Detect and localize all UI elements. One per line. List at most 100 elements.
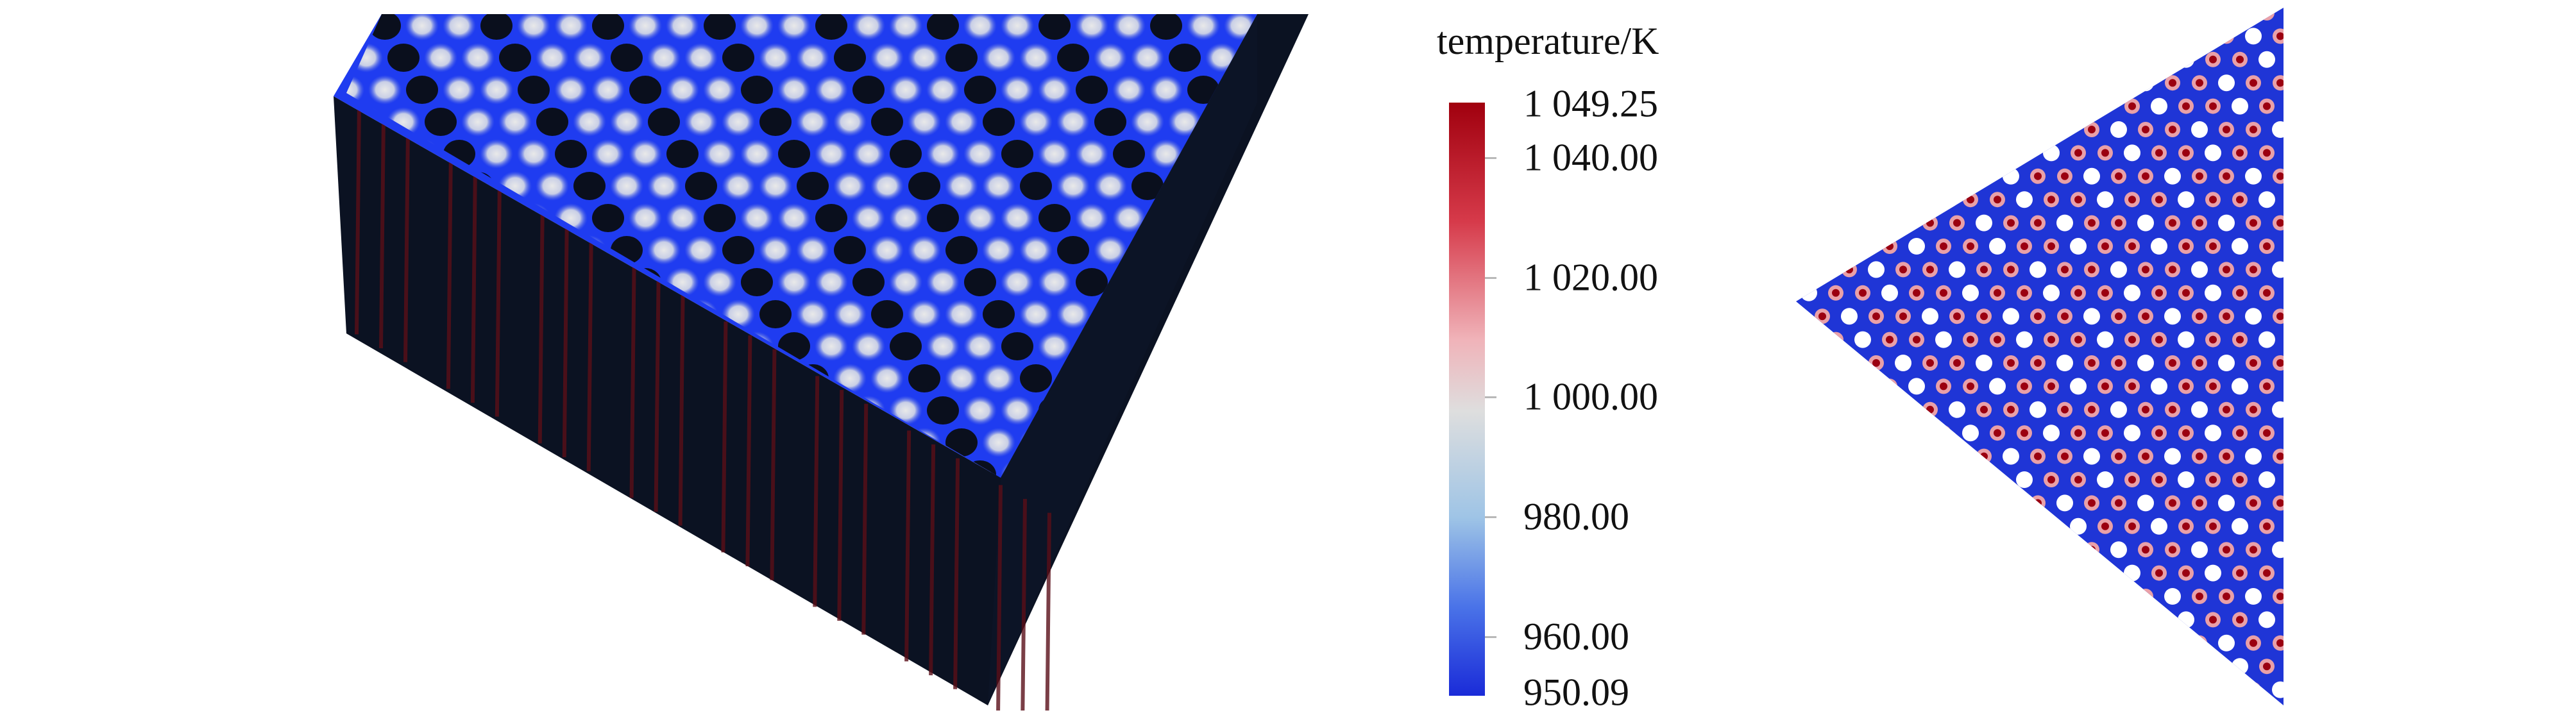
fuel-pin — [480, 75, 513, 105]
coolant-hole — [685, 0, 717, 8]
temperature-stripe — [1045, 512, 1051, 711]
coolant-hole — [704, 204, 736, 232]
coolant-hole — [90, 492, 122, 521]
fuel-pin — [1868, 448, 1884, 464]
fuel-pin-hotspot — [1796, 639, 1799, 647]
coolant-hole — [2083, 448, 2100, 465]
fuel-pin — [1828, 612, 1843, 628]
coolant-hole — [1796, 121, 1804, 138]
fuel-pin-hotspot — [2263, 289, 2271, 297]
fuel-pin — [889, 14, 922, 40]
fuel-pin-hotspot — [2155, 9, 2163, 17]
fuel-pin-hotspot — [1953, 593, 1961, 600]
fuel-pin — [1842, 75, 1857, 91]
coolant-hole — [1908, 238, 1925, 255]
fuel-pin-hotspot — [2169, 546, 2176, 554]
coolant-hole — [2043, 144, 2060, 162]
fuel-pin-hotspot — [2074, 476, 2082, 484]
fuel-pin-hotspot — [2142, 32, 2149, 40]
fuel-pin-hotspot — [2276, 499, 2284, 507]
coolant-hole — [983, 300, 1015, 328]
coolant-hole — [1854, 611, 1871, 628]
fuel-pin-hotspot — [2088, 265, 2096, 274]
coolant-hole — [2137, 214, 2154, 231]
fuel-pin — [108, 396, 141, 425]
fuel-pin-hotspot — [1994, 476, 2001, 484]
fuel-pin — [1882, 51, 1897, 67]
fuel-pin-hotspot — [2021, 662, 2028, 671]
fuel-pin — [1796, 495, 1803, 511]
coolant-hole — [1770, 168, 1777, 185]
coolant-hole — [2205, 8, 2221, 21]
coolant-hole — [2258, 191, 2275, 208]
coolant-hole — [239, 364, 271, 392]
fuel-pin — [2030, 75, 2046, 91]
coolant-hole — [1935, 331, 1952, 348]
temperature-stripe — [953, 458, 960, 689]
fuel-pin — [740, 14, 774, 40]
coolant-hole — [1922, 28, 1938, 45]
fuel-pin — [889, 267, 922, 297]
fuel-pin-hotspot — [1796, 499, 1799, 507]
fuel-pin — [777, 203, 811, 233]
fuel-pin-hotspot — [1770, 639, 1772, 647]
fuel-pin — [1056, 299, 1090, 329]
coolant-hole — [2218, 355, 2235, 371]
fuel-pin — [759, 235, 792, 265]
legend-max-label: 1 049.25 — [1523, 82, 1658, 125]
coolant-hole — [1935, 471, 1952, 488]
fuel-pin-hotspot — [1994, 196, 2001, 204]
coolant-hole — [146, 396, 178, 425]
coolant-hole — [1962, 705, 1979, 711]
fuel-pin-hotspot — [1994, 616, 2001, 624]
fuel-pin-hotspot — [1899, 452, 1907, 460]
fuel-pin-hotspot — [2236, 289, 2244, 297]
fuel-pin — [312, 428, 346, 457]
fuel-pin-hotspot — [1953, 639, 1961, 647]
fuel-pin — [2017, 705, 2032, 711]
fuel-pin-hotspot — [1845, 405, 1853, 414]
fuel-pin — [201, 364, 234, 393]
fuel-pin-hotspot — [1859, 382, 1867, 391]
legend-tick — [1485, 516, 1496, 518]
fuel-pin-hotspot — [2047, 242, 2055, 250]
fuel-pin — [1168, 364, 1201, 393]
fuel-pin-hotspot — [2088, 126, 2096, 133]
fuel-pin — [52, 492, 85, 521]
fuel-pin — [2111, 589, 2126, 604]
fuel-pin-hotspot — [2061, 686, 2069, 694]
coolant-hole — [2056, 634, 2073, 652]
fuel-pin — [1828, 192, 1843, 208]
fuel-pin — [963, 139, 997, 169]
coolant-hole — [2016, 471, 2033, 488]
fuel-pin — [591, 75, 625, 105]
coolant-hole — [350, 0, 382, 8]
fuel-pin-hotspot — [2034, 79, 2042, 87]
fuel-pin — [2151, 705, 2167, 711]
fuel-pin — [405, 14, 439, 40]
fuel-pin — [1075, 203, 1108, 233]
fuel-pin — [1909, 425, 1924, 441]
coolant-hole — [2232, 238, 2248, 255]
coolant-hole — [778, 140, 810, 168]
coolant-hole — [1895, 74, 1911, 92]
coolant-hole — [1949, 121, 1965, 138]
fuel-pin-hotspot — [1967, 616, 1974, 624]
fuel-pin-hotspot — [2142, 452, 2149, 460]
fuel-pin — [2030, 28, 2046, 44]
fuel-pin-hotspot — [1832, 196, 1840, 204]
fuel-pin — [1842, 355, 1857, 371]
fuel-pin-hotspot — [2196, 32, 2203, 40]
fuel-pin — [2003, 682, 2019, 698]
coolant-hole — [1076, 268, 1108, 296]
fuel-pin-hotspot — [2263, 9, 2271, 17]
fuel-pin — [1895, 122, 1911, 137]
coolant-hole — [1796, 261, 1804, 278]
fuel-pin — [1094, 235, 1127, 265]
fuel-pin — [1990, 565, 2005, 581]
fuel-pin-hotspot — [1967, 382, 1974, 391]
fuel-pin-hotspot — [2128, 196, 2136, 204]
legend-title: temperature/K — [1437, 20, 1659, 62]
coolant-hole — [220, 332, 252, 360]
fuel-pin — [1882, 659, 1897, 675]
